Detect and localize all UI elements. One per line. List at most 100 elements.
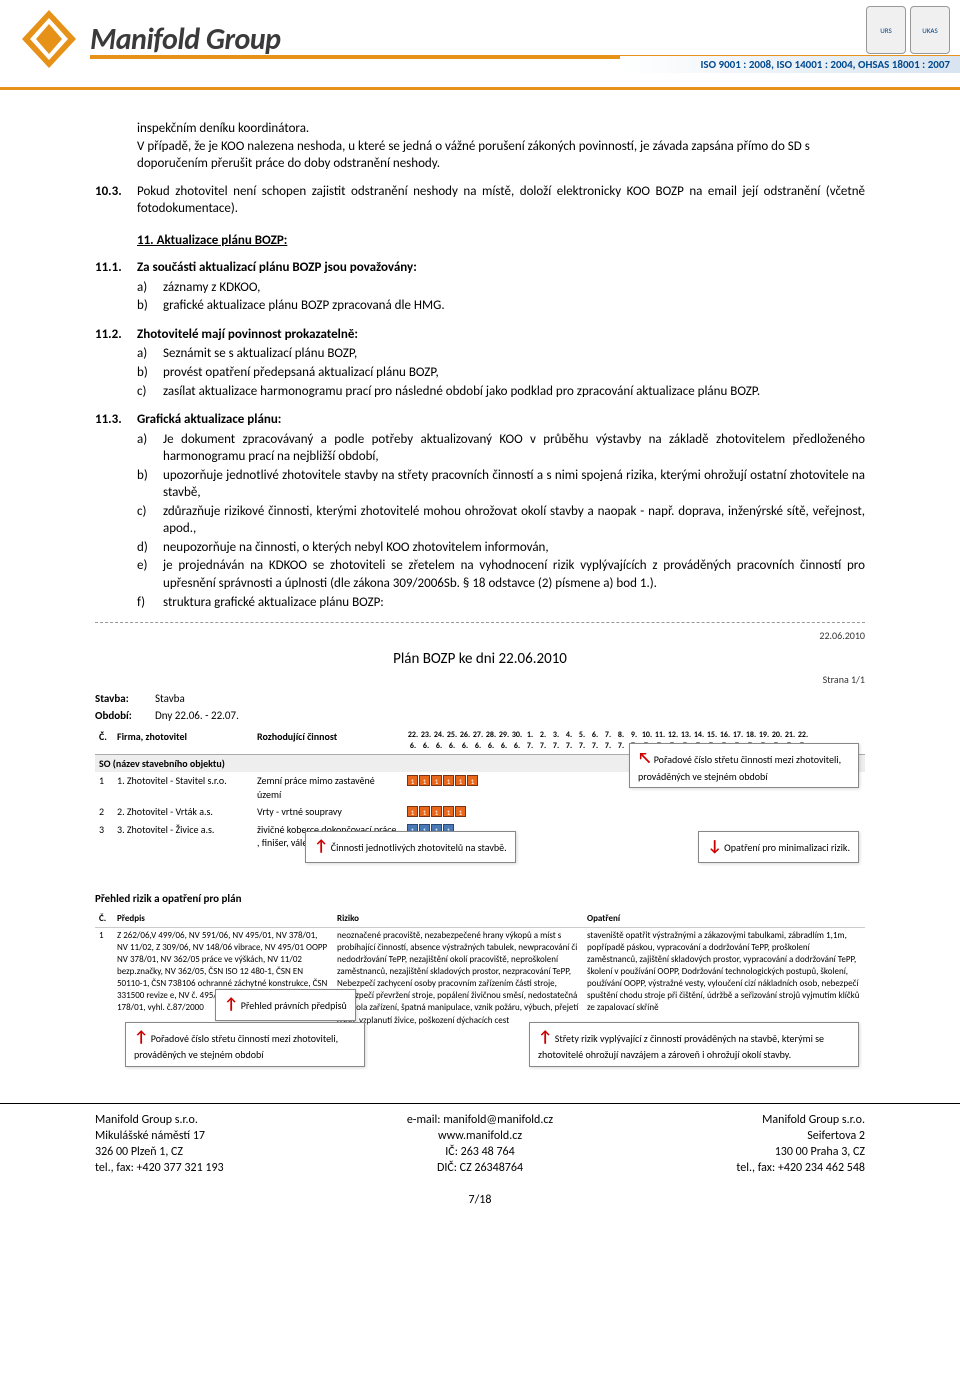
list-label: d)	[137, 539, 163, 557]
col-firm: Firma, zhotovitel	[113, 728, 253, 754]
document-body: inspekčním deníku koordinátora. V případ…	[0, 90, 960, 1085]
f-line: Manifold Group s.r.o.	[95, 1112, 224, 1128]
label: Období:	[95, 709, 155, 724]
cert-badge-ukas: UKAS	[910, 6, 950, 54]
list-label: c)	[137, 503, 163, 538]
para-11-1: 11.1. Za součásti aktualizací plánu BOZP…	[95, 259, 865, 316]
f-line: Seifertova 2	[736, 1128, 865, 1144]
callout-opatreni: ↓ Opatření pro minimalizaci rizik.	[698, 831, 859, 863]
list-label: f)	[137, 594, 163, 612]
f-line: IČ: 263 48 764	[407, 1144, 553, 1160]
num-label: 10.3.	[95, 183, 137, 218]
footer-center: e-mail: manifold@manifold.cz www.manifol…	[407, 1112, 553, 1177]
lead-text: Za součásti aktualizací plánu BOZP jsou …	[137, 259, 865, 277]
list-label: b)	[137, 364, 163, 382]
cell-n: 1	[95, 927, 113, 1029]
page-header: Manifold Group URS UKAS ISO 9001 : 2008,…	[0, 0, 960, 90]
diag-obdobi-row: Období: Dny 22.06. - 22.07.	[95, 709, 865, 724]
list-text: je projednáván na KDKOO se zhotoviteli s…	[163, 557, 865, 592]
cell-r: neoznačené pracoviště, nezabezpečené hra…	[333, 927, 583, 1029]
section-11-head: 11. Aktualizace plánu BOZP:	[137, 232, 865, 250]
f-line: DIČ: CZ 26348764	[407, 1160, 553, 1176]
list-label: b)	[137, 467, 163, 502]
callout-predpisy: ↑ Přehled právních předpisů	[215, 989, 356, 1021]
para-10-3: 10.3. Pokud zhotovitel není schopen zaji…	[95, 183, 865, 218]
gantt-row: 22. Zhotovitel - Vrták a.s.Vrty - vrtné …	[95, 803, 865, 821]
list-text: zdůrazňuje rizikové činnosti, kterými zh…	[163, 503, 865, 538]
list-label: e)	[137, 557, 163, 592]
callout-text: Přehled právních předpisů	[241, 999, 347, 1012]
arrow-icon: ↑	[134, 1028, 148, 1047]
list-text: provést opatření předepsaná aktualizací …	[163, 364, 865, 382]
logo-icon	[18, 8, 80, 70]
cont-text-1: inspekčním deníku koordinátora.	[137, 121, 309, 136]
diag-title: Plán BOZP ke dni 22.06.2010	[95, 649, 865, 669]
label: Stavba:	[95, 692, 155, 707]
rcol-c: Č.	[95, 911, 113, 928]
f-line: 130 00 Praha 3, CZ	[736, 1144, 865, 1160]
para-11-2: 11.2. Zhotovitelé mají povinnost prokaza…	[95, 326, 865, 401]
page-footer: Manifold Group s.r.o. Mikulášské náměstí…	[0, 1103, 960, 1177]
value: Stavba	[155, 692, 185, 707]
arrow-icon: ↖	[638, 749, 651, 768]
list-text: grafické aktualizace plánu BOZP zpracova…	[163, 297, 865, 315]
certification-badges: URS UKAS	[866, 6, 950, 54]
para-text: Pokud zhotovitel není schopen zajistit o…	[137, 183, 865, 218]
rcol-o: Opatření	[583, 911, 865, 928]
num-label: 11.3.	[95, 411, 137, 612]
arrow-icon: ↑	[224, 995, 238, 1014]
diag-stavba-row: Stavba: Stavba	[95, 692, 865, 707]
value: Dny 22.06. - 22.07.	[155, 709, 239, 724]
list-label: c)	[137, 383, 163, 401]
logo-block: Manifold Group	[18, 8, 281, 70]
lead-text: Zhotovitelé mají povinnost prokazatelně:	[137, 326, 865, 344]
footer-left: Manifold Group s.r.o. Mikulášské náměstí…	[95, 1112, 224, 1177]
lead-text: Grafická aktualizace plánu:	[137, 411, 865, 429]
para-11-3: 11.3. Grafická aktualizace plánu: a)Je d…	[95, 411, 865, 612]
callout-cinnosti: ↑ Činnosti jednotlivých zhotovitelů na s…	[305, 831, 516, 863]
f-line: Mikulášské náměstí 17	[95, 1128, 224, 1144]
callout-strety: ↑ Střety rizik vyplývající z činností pr…	[529, 1022, 859, 1067]
diag-page: Strana 1/1	[823, 673, 865, 687]
callout-text: Opatření pro minimalizaci rizik.	[724, 841, 850, 854]
list-label: b)	[137, 297, 163, 315]
list-text: záznamy z KDKOO,	[163, 279, 865, 297]
f-line: 326 00 Plzeň 1, CZ	[95, 1144, 224, 1160]
iso-strip: ISO 9001 : 2008, ISO 14001 : 2004, OHSAS…	[620, 56, 960, 73]
callout-poradi2: ↑ Pořadové číslo střetu činností mezi zh…	[125, 1022, 365, 1067]
f-line: www.manifold.cz	[407, 1128, 553, 1144]
col-num: Č.	[95, 728, 113, 754]
f-line: tel., fax: +420 234 462 548	[736, 1160, 865, 1176]
risk-table: Č. Předpis Riziko Opatření 1 Z 262/06,V …	[95, 911, 865, 1029]
risk-row: 1 Z 262/06,V 499/06, NV 591/06, NV 495/0…	[95, 927, 865, 1029]
company-name: Manifold Group	[90, 21, 281, 58]
num-label: 11.2.	[95, 326, 137, 401]
cert-badge-urs: URS	[866, 6, 906, 54]
list-label: a)	[137, 345, 163, 363]
continuation-para: inspekčním deníku koordinátora. V případ…	[137, 120, 865, 173]
list-label: a)	[137, 279, 163, 297]
list-text: Seznámit se s aktualizací plánu BOZP,	[163, 345, 865, 363]
f-line: tel., fax: +420 377 321 193	[95, 1160, 224, 1176]
list-text: Je dokument zpracovávaný a podle potřeby…	[163, 431, 865, 466]
arrow-icon: ↑	[314, 837, 328, 856]
callout-text: Pořadové číslo střetu činností mezi zhot…	[638, 753, 841, 783]
callout-text: Střety rizik vyplývající z činností prov…	[538, 1032, 824, 1062]
f-line: Manifold Group s.r.o.	[736, 1112, 865, 1128]
list-text: struktura grafické aktualizace plánu BOZ…	[163, 594, 865, 612]
diag-date: 22.06.2010	[819, 629, 865, 643]
cell-o: staveniště opatřit výstražnými a zákazov…	[583, 927, 865, 1029]
callout-poradi: ↖ Pořadové číslo střetu činností mezi zh…	[629, 743, 859, 788]
footer-right: Manifold Group s.r.o. Seifertova 2 130 0…	[736, 1112, 865, 1177]
bozp-plan-diagram: 22.06.2010 Plán BOZP ke dni 22.06.2010 S…	[95, 622, 865, 1065]
page-number: 7/18	[0, 1193, 960, 1219]
cont-text-2: V případě, že je KOO nalezena neshoda, u…	[137, 139, 810, 172]
list-text: neupozorňuje na činnosti, o kterých neby…	[163, 539, 865, 557]
list-text: upozorňuje jednotlivé zhotovitele stavby…	[163, 467, 865, 502]
callout-text: Pořadové číslo střetu činností mezi zhot…	[134, 1032, 338, 1062]
rcol-p: Předpis	[113, 911, 333, 928]
callout-text: Činnosti jednotlivých zhotovitelů na sta…	[331, 841, 507, 854]
arrow-icon: ↑	[538, 1028, 552, 1047]
arrow-icon: ↓	[707, 837, 721, 856]
list-text: zasílat aktualizace harmonogramu prací p…	[163, 383, 865, 401]
